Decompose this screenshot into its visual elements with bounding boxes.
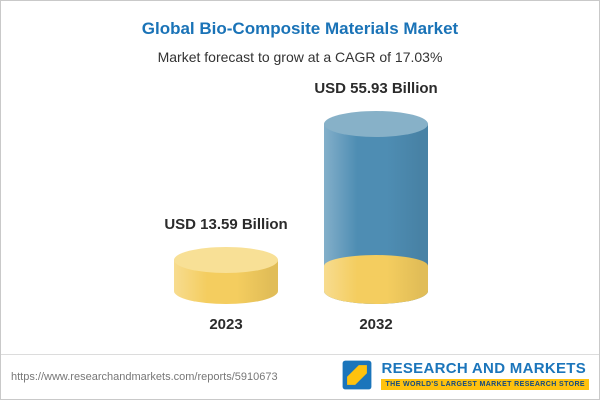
cylinder-top-2023: [174, 247, 278, 273]
value-label-2023: USD 13.59 Billion: [164, 216, 288, 233]
logo-text-block: RESEARCH AND MARKETS THE WORLD'S LARGEST…: [381, 360, 589, 390]
cylinder-top-2032: [324, 111, 428, 137]
category-label-2032: 2032: [359, 316, 393, 333]
cylinder-body-2032: [324, 124, 428, 304]
bar-2023-cylinder[interactable]: [174, 247, 278, 304]
logo-icon: [343, 360, 372, 390]
bar-group-2023: USD 13.59 Billion 2023: [164, 216, 287, 334]
logo-name: RESEARCH AND MARKETS: [381, 360, 587, 377]
chart-subtitle: Market forecast to grow at a CAGR of 17.…: [157, 49, 443, 65]
logo-tagline: THE WORLD'S LARGEST MARKET RESEARCH STOR…: [381, 379, 589, 390]
bar-group-2032: USD 55.93 Billion 2032: [314, 80, 437, 334]
cylinder-base-2032: [324, 255, 428, 304]
footer-divider: [1, 354, 599, 355]
chart-title: Global Bio-Composite Materials Market: [141, 19, 459, 38]
value-label-2032: USD 55.93 Billion: [314, 80, 438, 97]
category-label-2023: 2023: [209, 316, 243, 333]
source-url[interactable]: https://www.researchandmarkets.com/repor…: [11, 371, 278, 383]
bar-2032-cylinder[interactable]: [324, 111, 428, 304]
cylinder-base-top-2032: [324, 255, 428, 277]
research-and-markets-logo[interactable]: RESEARCH AND MARKETS THE WORLD'S LARGEST…: [339, 357, 589, 393]
